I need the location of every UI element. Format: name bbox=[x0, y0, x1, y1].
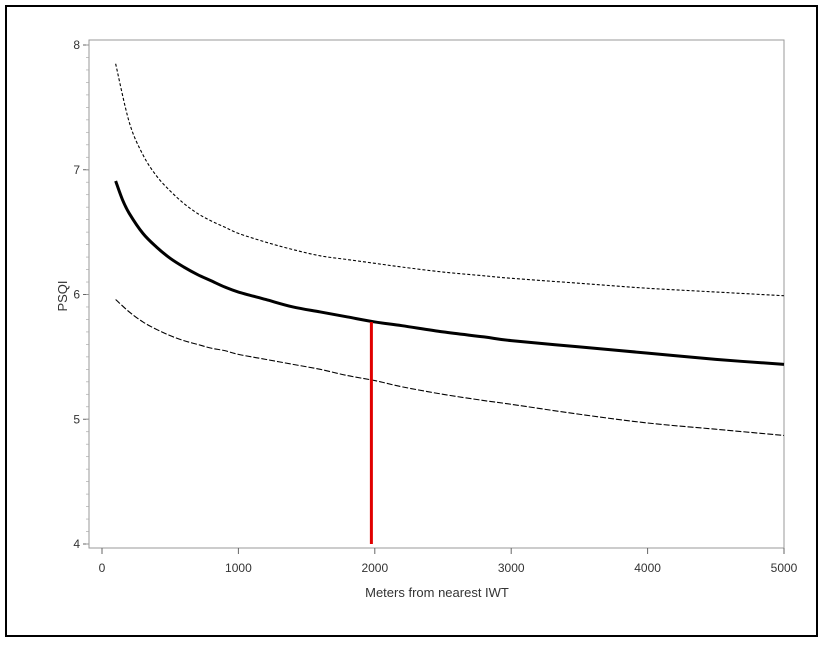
y-tick-label: 4 bbox=[73, 537, 80, 551]
y-tick-label: 7 bbox=[73, 163, 80, 177]
x-tick-label: 1000 bbox=[225, 561, 252, 575]
x-axis-label: Meters from nearest IWT bbox=[365, 585, 509, 600]
outer-border bbox=[5, 5, 818, 637]
x-tick-label: 0 bbox=[99, 561, 106, 575]
y-tick-label: 8 bbox=[73, 38, 80, 52]
series-layer bbox=[114, 63, 785, 437]
x-tick-label: 4000 bbox=[634, 561, 661, 575]
x-tick-label: 2000 bbox=[361, 561, 388, 575]
x-axis-ticks: 0 1000 2000 3000 4000 5000 bbox=[99, 548, 798, 575]
estimate-line bbox=[114, 180, 785, 366]
y-axis-minor-ticks bbox=[86, 44, 89, 545]
y-axis-label: PSQI bbox=[55, 280, 70, 311]
lower-bound-line bbox=[115, 299, 785, 437]
x-tick-label: 3000 bbox=[498, 561, 525, 575]
x-tick-label: 5000 bbox=[771, 561, 798, 575]
y-tick-label: 6 bbox=[73, 288, 80, 302]
upper-bound-line bbox=[115, 63, 785, 297]
y-tick-label: 5 bbox=[73, 412, 80, 426]
